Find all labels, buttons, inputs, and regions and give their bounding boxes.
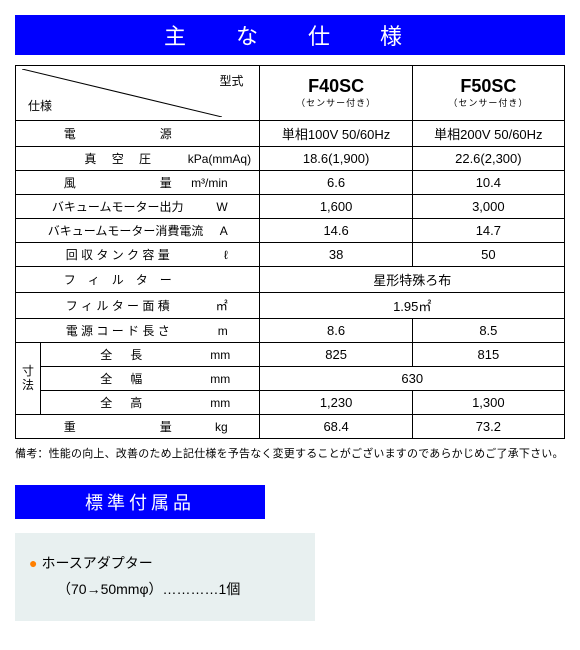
remark-text: 備考：性能の向上、改善のため上記仕様を予告なく変更することがございますのであらか… <box>15 445 565 461</box>
model2-header: F50SC （センサー付き） <box>412 66 564 121</box>
row-unit: m <box>188 324 228 338</box>
row-val1: 18.6(1,900) <box>260 147 412 171</box>
row-label: バキュームモーター消費電流 <box>48 222 188 239</box>
dim-label: 全高 <box>70 394 190 411</box>
model2-sub: （センサー付き） <box>419 96 558 109</box>
row-val2: 10.4 <box>412 171 564 195</box>
row-unit: ℓ <box>188 248 228 262</box>
row-unit: ㎡ <box>188 297 228 314</box>
bullet-icon: ● <box>29 555 37 571</box>
row-unit: kPa(mmAq) <box>188 152 228 166</box>
table-row: 回 収 タ ン ク 容 量ℓ 38 50 <box>16 243 565 267</box>
accessory-line1: ●ホースアダプター <box>29 553 301 573</box>
row-val2: 22.6(2,300) <box>412 147 564 171</box>
row-label: フ ィ ル タ ー 面 積 <box>48 297 188 314</box>
dim-label: 全幅 <box>70 370 190 387</box>
spec-table: 型式 仕様 F40SC （センサー付き） F50SC （センサー付き） 電 源 … <box>15 65 565 439</box>
row-val1: 8.6 <box>260 319 412 343</box>
table-row: 全高mm 1,230 1,300 <box>16 391 565 415</box>
hdr-spec-label: 仕様 <box>28 97 52 114</box>
table-row: 重 量kg 68.4 73.2 <box>16 415 565 439</box>
row-label: 電 源 コ ー ド 長 さ <box>48 322 188 339</box>
dim-unit: mm <box>190 372 230 386</box>
table-row: バキュームモーター出力W 1,600 3,000 <box>16 195 565 219</box>
row-label: 重 量 <box>48 418 188 435</box>
model1-header: F40SC （センサー付き） <box>260 66 412 121</box>
row-unit: m³/min <box>188 176 228 190</box>
dim-val-merged: 630 <box>260 367 565 391</box>
spec-title: 主 な 仕 様 <box>15 15 565 55</box>
row-val1: 68.4 <box>260 415 412 439</box>
row-val1: 6.6 <box>260 171 412 195</box>
dim-val2: 815 <box>412 343 564 367</box>
row-label: バキュームモーター出力 <box>48 198 188 215</box>
table-row: フ ィ ル タ ー 星形特殊ろ布 <box>16 267 565 293</box>
row-label: フ ィ ル タ ー <box>48 271 188 288</box>
row-val1: 14.6 <box>260 219 412 243</box>
table-row: フ ィ ル タ ー 面 積㎡ 1.95㎡ <box>16 293 565 319</box>
hdr-model-label: 型式 <box>219 72 243 89</box>
dim-label: 全長 <box>70 346 190 363</box>
dim-val2: 1,300 <box>412 391 564 415</box>
dim-group: 寸法 <box>16 343 41 415</box>
row-val1: 38 <box>260 243 412 267</box>
row-label: 電 源 <box>48 125 188 142</box>
row-label: 回 収 タ ン ク 容 量 <box>48 246 188 263</box>
row-val2: 3,000 <box>412 195 564 219</box>
table-row: バキュームモーター消費電流A 14.6 14.7 <box>16 219 565 243</box>
row-val2: 73.2 <box>412 415 564 439</box>
accessory-line2: （70→50mmφ）…………1個 <box>57 579 301 599</box>
row-val2: 14.7 <box>412 219 564 243</box>
row-val1: 1,600 <box>260 195 412 219</box>
accessories-title: 標準付属品 <box>15 485 265 519</box>
accessory-text1: ホースアダプター <box>41 555 152 571</box>
row-unit: A <box>188 224 228 238</box>
spec-header-diag: 型式 仕様 <box>16 66 260 121</box>
dim-val1: 825 <box>260 343 412 367</box>
table-row: 寸法 全長mm 825 815 <box>16 343 565 367</box>
row-val2: 単相200V 50/60Hz <box>412 121 564 147</box>
dim-unit: mm <box>190 396 230 410</box>
row-val-merged: 1.95㎡ <box>260 293 565 319</box>
model1-sub: （センサー付き） <box>266 96 405 109</box>
table-row: 全幅mm 630 <box>16 367 565 391</box>
model2-name: F50SC <box>419 77 558 97</box>
row-unit: kg <box>188 420 228 434</box>
row-val1: 単相100V 50/60Hz <box>260 121 412 147</box>
row-label: 風 量 <box>48 174 188 191</box>
row-val2: 8.5 <box>412 319 564 343</box>
dim-unit: mm <box>190 348 230 362</box>
accessories-box: ●ホースアダプター （70→50mmφ）…………1個 <box>15 533 315 621</box>
table-row: 電 源 単相100V 50/60Hz 単相200V 50/60Hz <box>16 121 565 147</box>
model1-name: F40SC <box>266 77 405 97</box>
table-row: 風 量m³/min 6.6 10.4 <box>16 171 565 195</box>
row-label: 真 空 圧 <box>48 150 188 167</box>
dim-val1: 1,230 <box>260 391 412 415</box>
row-val-merged: 星形特殊ろ布 <box>260 267 565 293</box>
row-unit: W <box>188 200 228 214</box>
row-val2: 50 <box>412 243 564 267</box>
table-row: 電 源 コ ー ド 長 さm 8.6 8.5 <box>16 319 565 343</box>
table-row: 真 空 圧kPa(mmAq) 18.6(1,900) 22.6(2,300) <box>16 147 565 171</box>
